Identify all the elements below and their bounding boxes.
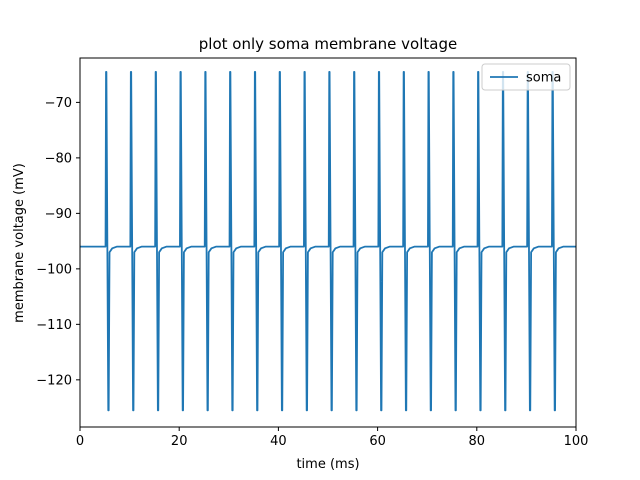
- legend: soma: [481, 63, 571, 91]
- y-tick-label: −120: [36, 373, 72, 388]
- series-line-soma: [80, 70, 576, 412]
- x-tick-label: 20: [171, 434, 188, 449]
- x-tick-label: 0: [76, 434, 84, 449]
- plot-area: [80, 70, 576, 412]
- legend-label-soma: soma: [526, 71, 561, 86]
- x-tick-label: 40: [270, 434, 287, 449]
- y-tick-label: −100: [36, 262, 72, 277]
- chart-title: plot only soma membrane voltage: [199, 35, 457, 53]
- x-tick-label: 60: [369, 434, 386, 449]
- legend-box: [481, 63, 571, 91]
- y-tick-label: −80: [45, 151, 72, 166]
- y-tick-label: −70: [45, 96, 72, 111]
- x-tick-label: 100: [564, 434, 589, 449]
- axes: 0 20 40 60 80 100 −120 −110 −100 −90 −80 −70: [36, 57, 589, 449]
- y-axis-label: membrane voltage (mV): [12, 163, 27, 323]
- x-tick-label: 80: [469, 434, 486, 449]
- axes-frame: [79, 57, 577, 428]
- y-tick-label: −110: [36, 318, 72, 333]
- x-axis-label: time (ms): [296, 457, 359, 472]
- y-tick-label: −90: [45, 207, 72, 222]
